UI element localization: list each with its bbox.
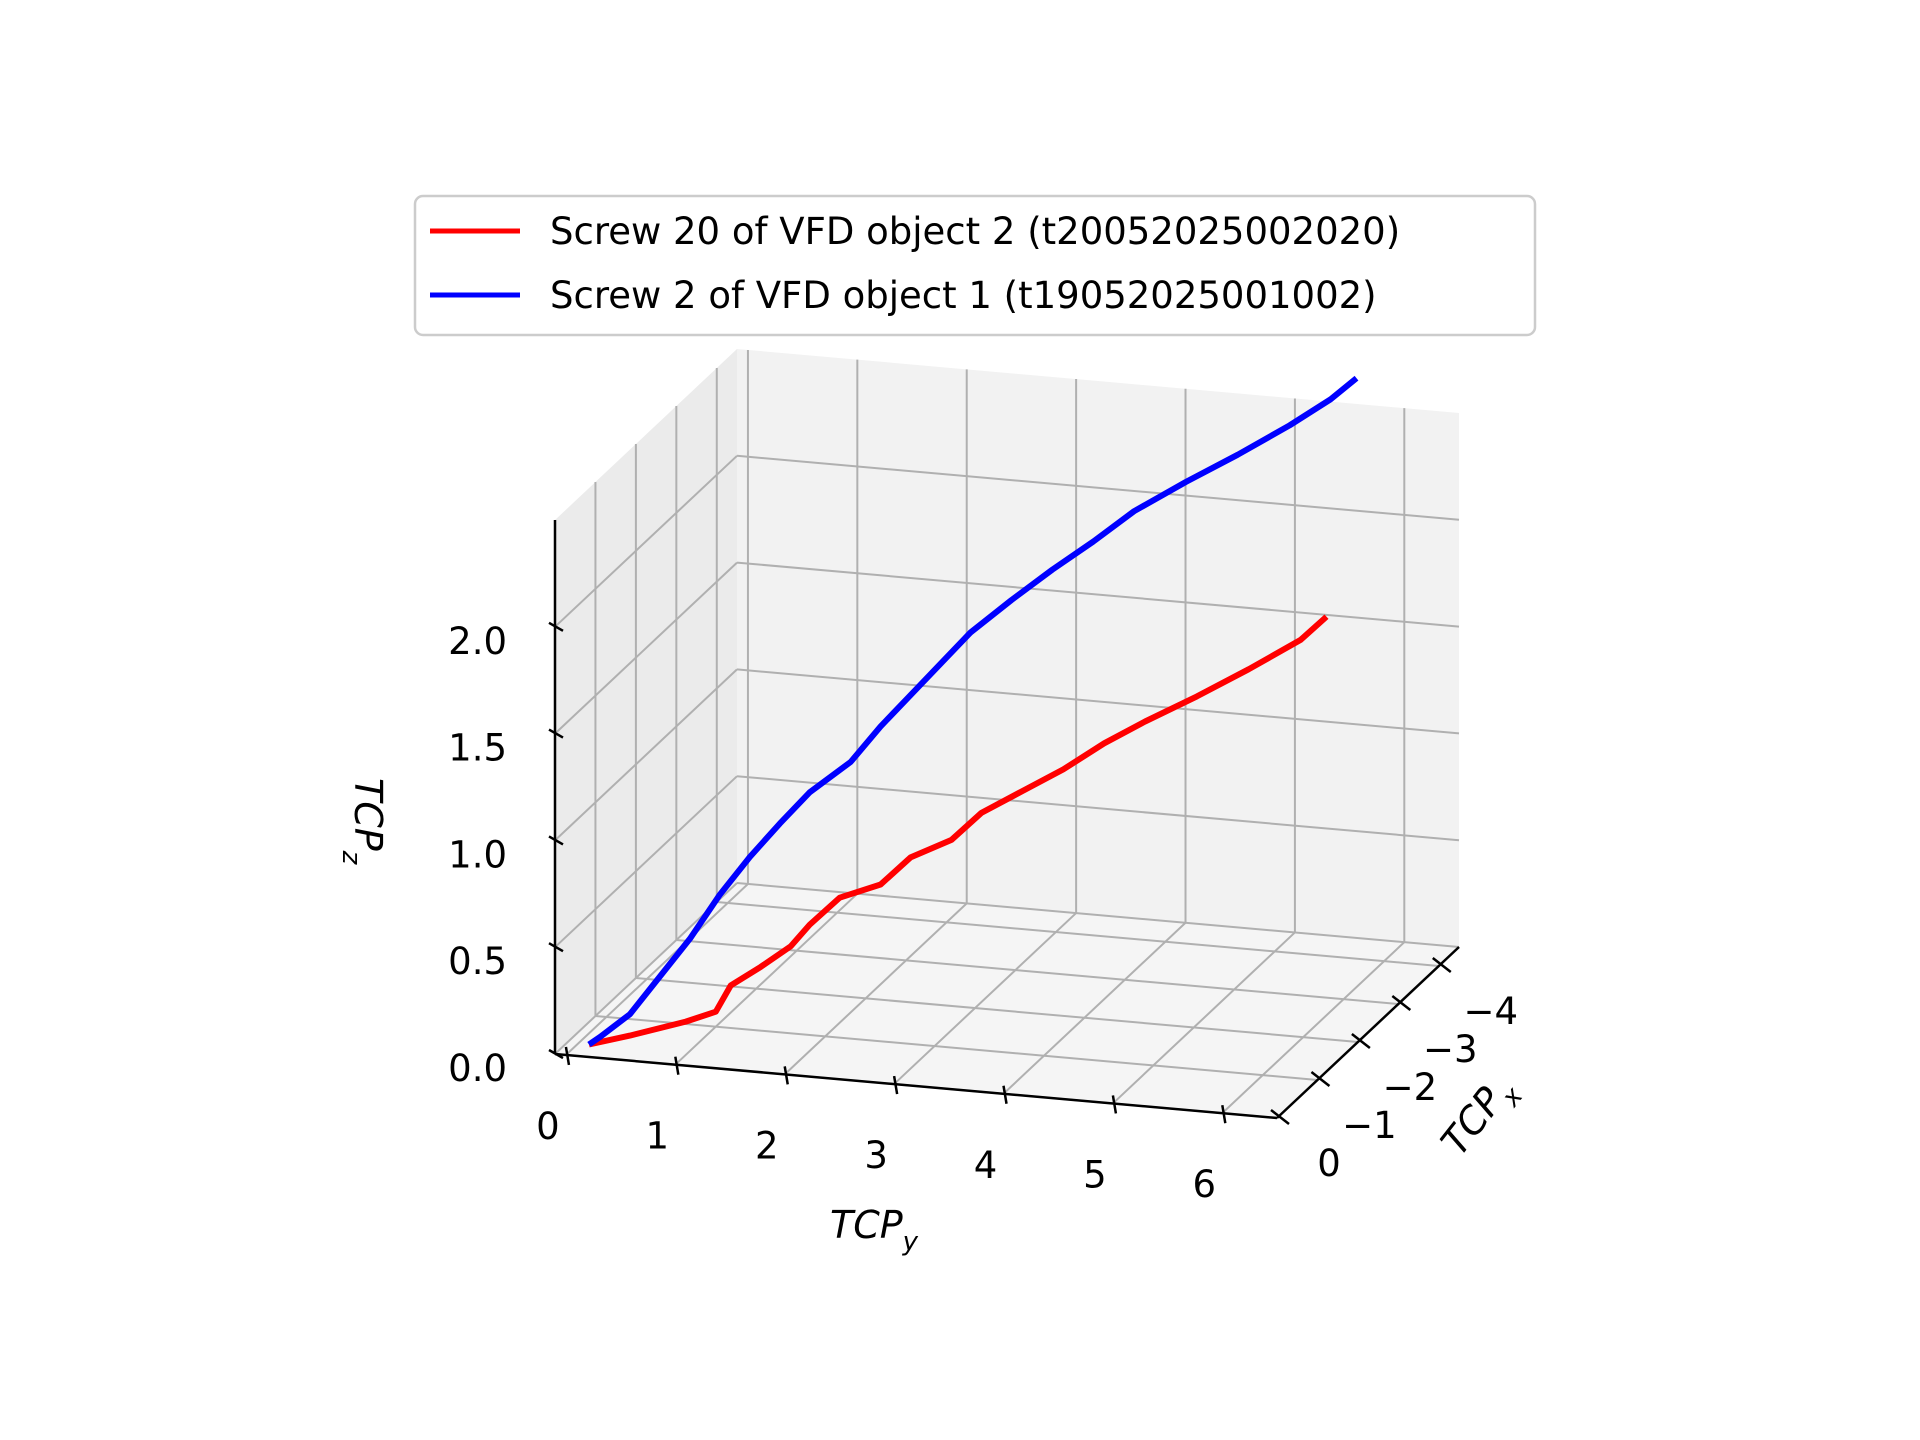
grid-left-z bbox=[554, 775, 738, 948]
grid-floor-x bbox=[635, 977, 1358, 1043]
pane-back bbox=[737, 349, 1459, 947]
grid-floor-y bbox=[893, 912, 1077, 1085]
y-tick-label: 5 bbox=[1083, 1153, 1107, 1196]
y-tick bbox=[564, 1046, 571, 1066]
z-axis-label-sub: z bbox=[336, 850, 366, 866]
y-axis-label-sub: y bbox=[902, 1227, 919, 1257]
grid-left-z bbox=[554, 455, 738, 628]
z-tick bbox=[548, 621, 564, 632]
y-axis-label: TCPy bbox=[830, 1203, 919, 1257]
x-tick-label: −4 bbox=[1464, 990, 1519, 1033]
z-tick-label: 0.0 bbox=[448, 1047, 507, 1090]
y-tick-label: 4 bbox=[974, 1144, 998, 1187]
grid-floor-y bbox=[784, 902, 968, 1076]
series-line-2 bbox=[587, 375, 1359, 1047]
grid-floor-x bbox=[716, 901, 1439, 967]
x-axis-line bbox=[1276, 946, 1460, 1119]
pane-floor bbox=[555, 883, 1459, 1118]
x-tick-label: −2 bbox=[1383, 1066, 1438, 1109]
x-tick bbox=[1391, 995, 1412, 1011]
grid-floor-y bbox=[1221, 941, 1405, 1114]
grid-back-z bbox=[736, 454, 1460, 521]
x-tick bbox=[1432, 957, 1452, 973]
z-tick bbox=[548, 1048, 564, 1060]
grid-floor-x bbox=[676, 939, 1399, 1005]
grid-back-z bbox=[736, 561, 1460, 628]
z-axis-label-text: TCP bbox=[346, 778, 390, 851]
x-tick-label: −1 bbox=[1342, 1104, 1397, 1147]
axis-lines: 0 1 2 3 4 5 6 0−1−2−3−40.00.51.01.52.0 bbox=[448, 520, 1518, 1206]
y-tick bbox=[1111, 1095, 1118, 1114]
y-tick bbox=[674, 1056, 680, 1075]
y-axis-label-text: TCP bbox=[830, 1203, 903, 1247]
grid-floor-y bbox=[565, 883, 749, 1056]
y-tick bbox=[1221, 1104, 1227, 1124]
legend-label-series-2: Screw 2 of VFD object 1 (t19052025001002… bbox=[550, 274, 1377, 317]
grid-floor-y bbox=[1002, 922, 1187, 1095]
grid-back-z bbox=[736, 775, 1460, 842]
svg-text:TCPx: TCPx bbox=[1432, 1067, 1529, 1170]
legend: Screw 20 of VFD object 2 (t2005202500202… bbox=[413, 194, 1537, 337]
x-tick bbox=[1310, 1071, 1331, 1087]
y-tick-label: 3 bbox=[864, 1134, 888, 1177]
grid-back-z bbox=[736, 668, 1460, 735]
z-tick bbox=[548, 942, 564, 953]
z-axis-label: TCPz bbox=[336, 778, 390, 866]
grid-left-z bbox=[554, 561, 738, 735]
y-tick-label: 2 bbox=[755, 1124, 779, 1167]
grid-floor-y bbox=[1112, 931, 1296, 1105]
series-layer bbox=[587, 375, 1359, 1048]
x-tick bbox=[1270, 1109, 1290, 1125]
y-tick-label: 0 bbox=[536, 1105, 560, 1148]
x-tick-label: 0 bbox=[1317, 1142, 1341, 1185]
y-tick bbox=[1002, 1085, 1008, 1104]
y-tick-label: 1 bbox=[646, 1115, 670, 1158]
x-tick bbox=[1351, 1033, 1371, 1049]
y-tick bbox=[892, 1075, 899, 1095]
z-tick-label: 1.5 bbox=[448, 727, 507, 770]
z-tick bbox=[548, 835, 564, 846]
z-tick bbox=[548, 728, 564, 739]
z-tick-label: 1.0 bbox=[448, 833, 507, 876]
grid-left-z bbox=[554, 668, 738, 842]
svg-text:TCPz: TCPz bbox=[336, 778, 390, 866]
series-line-1 bbox=[588, 614, 1329, 1048]
pane-left bbox=[555, 349, 737, 1054]
x-tick-label: −3 bbox=[1423, 1028, 1478, 1071]
grid-floor-y bbox=[674, 892, 859, 1066]
y-tick bbox=[783, 1066, 789, 1085]
legend-frame bbox=[413, 194, 1537, 337]
x-axis-label: TCPx bbox=[1432, 1067, 1529, 1170]
axis-panes bbox=[555, 349, 1459, 1118]
legend-label-series-1: Screw 20 of VFD object 2 (t2005202500202… bbox=[550, 210, 1400, 253]
grid-floor-x bbox=[595, 1015, 1318, 1081]
svg-text:TCPy: TCPy bbox=[830, 1203, 919, 1257]
z-tick-label: 2.0 bbox=[448, 620, 507, 663]
y-tick-label: 6 bbox=[1193, 1163, 1217, 1206]
z-tick-label: 0.5 bbox=[448, 940, 507, 983]
y-axis-line bbox=[554, 1052, 1278, 1120]
